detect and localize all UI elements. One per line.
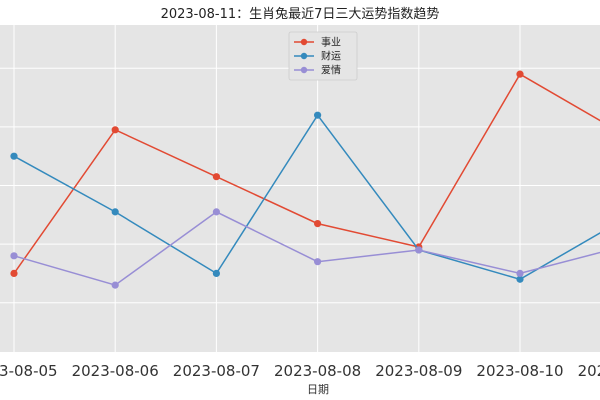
legend-label: 财运 xyxy=(321,50,341,63)
data-point xyxy=(314,258,322,266)
chart-title: 2023-08-11：生肖兔最近7日三大运势指数趋势 xyxy=(161,6,440,22)
x-tick-label: 2023-08-10 xyxy=(476,362,563,380)
data-point xyxy=(314,219,322,228)
data-point xyxy=(212,173,220,181)
x-tick-label: 2023-08-05 xyxy=(0,362,58,380)
data-point xyxy=(111,281,119,289)
x-tick-labels: 2023-08-05 2023-08-06 2023-08-07 2023-08-08… xyxy=(0,362,600,380)
legend-label: 事业 xyxy=(321,36,341,49)
data-point xyxy=(111,126,119,134)
legend-marker-icon xyxy=(300,52,308,60)
data-point xyxy=(516,70,524,78)
data-point xyxy=(516,275,524,283)
data-point xyxy=(415,246,423,254)
legend-marker-icon xyxy=(300,38,308,46)
data-point xyxy=(10,252,18,260)
x-tick-label: 2023-08-07 xyxy=(173,362,260,380)
x-tick-label: 2023-08-06 xyxy=(72,362,159,380)
data-point xyxy=(10,269,18,277)
data-point xyxy=(212,208,220,216)
legend-marker-icon xyxy=(300,66,308,74)
data-point xyxy=(111,208,119,216)
data-point xyxy=(314,111,322,119)
series-layer xyxy=(10,70,600,289)
x-tick-label: 2023-08-11 xyxy=(578,362,600,380)
legend-item: 事业 xyxy=(294,36,341,49)
legend-item: 爱情 xyxy=(294,64,341,77)
legend-item: 财运 xyxy=(294,50,341,63)
data-point xyxy=(516,269,524,277)
x-axis-label: 日期 xyxy=(307,383,329,396)
x-tick-label: 2023-08-08 xyxy=(274,362,361,380)
series-3 xyxy=(10,208,600,289)
data-point xyxy=(10,152,18,160)
data-point xyxy=(212,269,220,277)
x-tick-label: 2023-08-09 xyxy=(375,362,462,380)
legend-label: 爱情 xyxy=(321,64,341,77)
